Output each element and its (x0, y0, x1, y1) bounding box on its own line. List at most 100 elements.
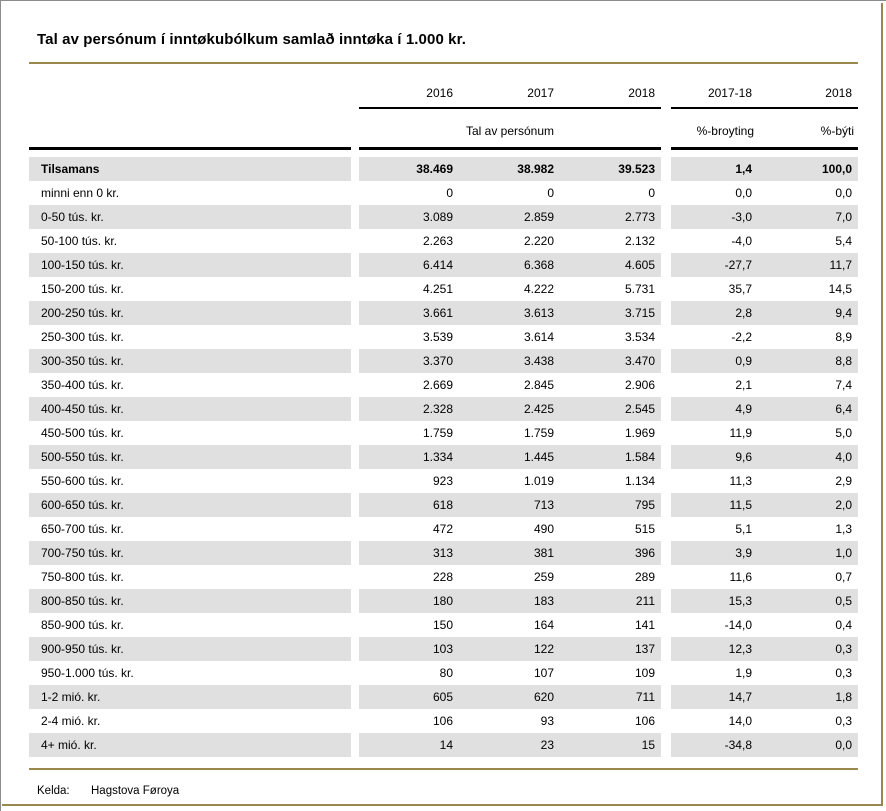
value-2018: 2.906 (624, 378, 655, 392)
value-pct-change: 11,6 (729, 570, 752, 584)
value-pct-change: -3,0 (671, 205, 758, 229)
value-2018: 2.773 (560, 205, 661, 229)
value-pct-change: 14,7 (671, 685, 758, 709)
value-pct-share: 7,4 (835, 378, 852, 392)
value-2016: 3.089 (359, 205, 459, 229)
value-pct-change: -14,0 (724, 618, 752, 632)
value-pct-share: 6,4 (758, 397, 858, 421)
source-value: Hagstova Føroya (91, 785, 180, 797)
value-2017: 713 (459, 493, 560, 517)
value-2016: 38.469 (359, 157, 459, 181)
table-body: Tilsamans 38.469 38.982 39.523 1,4 100,0… (29, 148, 858, 757)
row-label: 650-700 tús. kr. (41, 522, 124, 536)
value-2018: 137 (560, 637, 661, 661)
value-pct-change: 14,0 (728, 714, 752, 728)
col-header-2017: 2017 (459, 64, 560, 109)
value-pct-change: 0,0 (735, 186, 752, 200)
table-row: 100-150 tús. kr. 6.414 6.368 4.605 -27,7… (29, 253, 858, 277)
value-pct-change: 5,1 (735, 522, 752, 536)
value-2018: 5.731 (624, 282, 655, 296)
table-row: 1-2 mió. kr. 605 620 711 14,7 1,8 (29, 685, 858, 709)
value-2016: 605 (359, 685, 459, 709)
col-header-2016: 2016 (359, 64, 459, 109)
row-label: 1-2 mió. kr. (29, 685, 351, 709)
group-header-count: Tal av persónum (359, 108, 661, 150)
col-header-2017-18: 2017-18 (671, 64, 758, 109)
row-label: 200-250 tús. kr. (29, 301, 351, 325)
value-pct-share: 1,0 (758, 541, 858, 565)
row-label: 750-800 tús. kr. (41, 570, 124, 584)
value-2016: 4.251 (422, 282, 453, 296)
value-2016: 180 (359, 589, 459, 613)
row-label: 600-650 tús. kr. (29, 493, 351, 517)
value-2017: 2.220 (523, 234, 554, 248)
table-row: 650-700 tús. kr. 472 490 515 5,1 1,3 (29, 517, 858, 541)
value-2017: 2.425 (459, 397, 560, 421)
value-2017: 3.614 (523, 330, 554, 344)
value-2016: 150 (432, 618, 453, 632)
table-row: 450-500 tús. kr. 1.759 1.759 1.969 11,9 … (29, 421, 858, 445)
value-2018: 2.132 (624, 234, 655, 248)
value-2017: 620 (459, 685, 560, 709)
value-pct-change: 4,9 (671, 397, 758, 421)
value-2018: 211 (560, 589, 661, 613)
value-2018: 711 (560, 685, 661, 709)
table-row: 750-800 tús. kr. 228 259 289 11,6 0,7 (29, 565, 858, 589)
value-2016: 0 (446, 186, 453, 200)
value-pct-share: 5,4 (835, 234, 852, 248)
value-pct-change: -4,0 (731, 234, 752, 248)
value-2018: 106 (634, 714, 655, 728)
value-2016: 3.539 (422, 330, 453, 344)
col-header-2018-share: 2018 (758, 64, 858, 109)
row-label: 550-600 tús. kr. (41, 474, 124, 488)
row-label: 50-100 tús. kr. (41, 234, 118, 248)
value-pct-change: 35,7 (728, 282, 752, 296)
table-row: 550-600 tús. kr. 923 1.019 1.134 11,3 2,… (29, 469, 858, 493)
value-pct-share: 2,9 (835, 474, 852, 488)
value-pct-share: 9,4 (758, 301, 858, 325)
row-label: 500-550 tús. kr. (29, 445, 351, 469)
table-row: 700-750 tús. kr. 313 381 396 3,9 1,0 (29, 541, 858, 565)
page-title: Tal av persónum í inntøkubólkum samlað i… (37, 31, 466, 48)
row-label: 450-500 tús. kr. (41, 426, 124, 440)
value-pct-change: 1,9 (735, 666, 752, 680)
value-2018: 141 (634, 618, 655, 632)
value-pct-share: 1,3 (835, 522, 852, 536)
table-row: 800-850 tús. kr. 180 183 211 15,3 0,5 (29, 589, 858, 613)
header-spacer-row (29, 148, 858, 157)
value-pct-share: 0,3 (758, 637, 858, 661)
table-row: 0-50 tús. kr. 3.089 2.859 2.773 -3,0 7,0 (29, 205, 858, 229)
value-2017: 183 (459, 589, 560, 613)
value-pct-change: 12,3 (671, 637, 758, 661)
value-2018: 0 (648, 186, 655, 200)
value-2018: 3.715 (560, 301, 661, 325)
label-column-header (29, 64, 351, 108)
value-pct-share: 5,0 (835, 426, 852, 440)
value-pct-change: 11,3 (729, 474, 752, 488)
table-row: 900-950 tús. kr. 103 122 137 12,3 0,3 (29, 637, 858, 661)
value-2018: 3.470 (560, 349, 661, 373)
value-pct-share: 100,0 (758, 157, 858, 181)
value-pct-share: 14,5 (828, 282, 852, 296)
value-pct-share: 1,8 (758, 685, 858, 709)
value-2017: 1.445 (459, 445, 560, 469)
gold-bottom-border (2, 804, 883, 806)
row-label: 700-750 tús. kr. (29, 541, 351, 565)
value-2017: 3.613 (459, 301, 560, 325)
row-label: 800-850 tús. kr. (29, 589, 351, 613)
value-pct-share: 8,8 (758, 349, 858, 373)
row-label: 300-350 tús. kr. (29, 349, 351, 373)
group-header-pct-share: %-býti (758, 108, 858, 150)
row-label: 950-1.000 tús. kr. (41, 666, 134, 680)
value-2018: 1.584 (560, 445, 661, 469)
value-pct-share: 0,3 (835, 714, 852, 728)
value-pct-share: 0,0 (758, 733, 858, 757)
value-2018: 1.969 (624, 426, 655, 440)
row-label: 250-300 tús. kr. (41, 330, 124, 344)
value-pct-share: 2,0 (758, 493, 858, 517)
value-2018: 3.534 (624, 330, 655, 344)
value-pct-change: 3,9 (671, 541, 758, 565)
value-2018: 4.605 (560, 253, 661, 277)
